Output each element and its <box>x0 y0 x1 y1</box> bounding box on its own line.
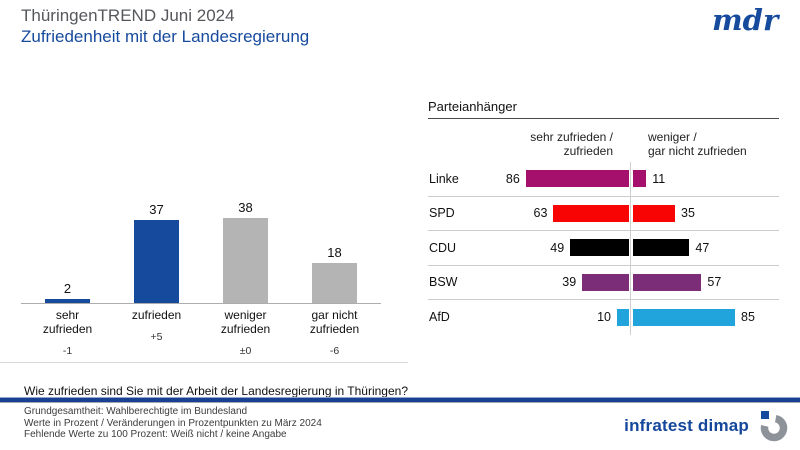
category-label: sehr zufrieden -1 <box>23 304 112 358</box>
table-row-SPD: SPD 63 35 <box>428 197 779 231</box>
right-bar <box>633 308 735 326</box>
bar-column: 2 <box>23 190 112 303</box>
right-value: 57 <box>707 275 722 290</box>
category-label-line: zufrieden <box>131 308 182 322</box>
change-label: ±0 <box>239 345 252 357</box>
section-divider <box>0 362 408 363</box>
right-bar <box>633 239 690 257</box>
right-bar <box>633 273 702 291</box>
right-value: 11 <box>652 171 666 186</box>
change-label: -6 <box>329 345 340 357</box>
column-header-right-line1: weniger / <box>648 130 697 144</box>
bar-column: 18 <box>290 190 379 303</box>
party-label: AfD <box>429 310 450 325</box>
right-value: 47 <box>695 240 710 255</box>
column-header-left-line2: zufrieden <box>563 143 613 158</box>
right-value: 85 <box>741 310 755 325</box>
infratest-dimap-text: infratest dimap <box>624 416 749 435</box>
category-label-line: zufrieden <box>220 322 271 336</box>
right-bar-zone: 85 <box>633 300 755 335</box>
footnote-line: Grundgesamtheit: Wahlberechtigte im Bund… <box>24 406 248 417</box>
party-label: CDU <box>429 240 457 255</box>
bottom-rule <box>0 397 800 403</box>
change-label: -1 <box>62 345 73 357</box>
left-bar <box>525 170 629 188</box>
left-bar <box>582 273 629 291</box>
left-bar-zone: 49 <box>428 231 629 265</box>
party-label: Linke <box>429 171 459 186</box>
bar-sehr-zufrieden <box>45 298 90 303</box>
bar-category-labels: sehr zufrieden -1 zufrieden +5 weniger zufried… <box>23 304 379 358</box>
satisfaction-bar-chart: 2 37 38 18 sehr zufrieden -1 zufrieden +5 wenige… <box>21 190 381 358</box>
column-header-right-line2: gar nicht zufrieden <box>648 143 747 158</box>
change-label: +5 <box>150 331 163 343</box>
left-value: 49 <box>550 240 565 255</box>
bar-value-label: 38 <box>238 199 253 215</box>
party-table: Parteianhänger sehr zufrieden / zufriede… <box>428 99 779 335</box>
bar-value-label: 2 <box>63 280 72 296</box>
dimap-icon <box>760 411 788 442</box>
table-row-BSW: BSW 39 57 <box>428 266 779 300</box>
question-text: Wie zufrieden sind Sie mit der Arbeit de… <box>24 384 408 398</box>
infratest-dimap-logo: infratest dimap <box>624 410 788 442</box>
left-bar-zone: 86 <box>428 162 629 196</box>
bar-weniger-zufrieden <box>223 217 268 303</box>
pretitle: ThüringenTREND Juni 2024 <box>21 6 235 25</box>
category-label-line: zufrieden <box>42 322 93 336</box>
right-value: 35 <box>681 206 695 221</box>
column-header-left-line1: sehr zufrieden / <box>530 130 613 144</box>
right-bar-zone: 11 <box>633 162 665 196</box>
footnote-line: Werte in Prozent / Veränderungen in Proz… <box>24 417 322 429</box>
bar-column: 37 <box>112 190 201 303</box>
mdr-logo-text: mdr <box>712 3 781 37</box>
bar-zufrieden <box>134 219 179 303</box>
right-bar <box>633 204 675 222</box>
column-header-left: sehr zufrieden / zufrieden <box>428 130 613 158</box>
left-value: 39 <box>562 275 577 290</box>
left-bar-zone: 10 <box>428 300 629 335</box>
left-bar <box>570 239 629 257</box>
bar-column: 38 <box>201 190 290 303</box>
category-label: weniger zufrieden ±0 <box>201 304 290 358</box>
party-label: SPD <box>429 206 455 221</box>
right-bar-zone: 47 <box>633 231 709 265</box>
left-bar-zone: 63 <box>428 197 629 231</box>
footnotes: Grundgesamtheit: Wahlberechtigte im Bund… <box>24 406 322 441</box>
left-value: 86 <box>505 171 520 186</box>
x-axis-line <box>21 303 381 304</box>
category-label: zufrieden +5 <box>112 304 201 358</box>
mdr-logo: mdr <box>704 2 790 43</box>
party-table-rows: Linke 86 11 SPD 63 35 CDU 49 47 BSW 39 57 AfD 10 85 <box>428 162 779 335</box>
category-label-line: zufrieden <box>309 322 360 336</box>
left-bar <box>617 308 629 326</box>
category-label-line: weniger <box>224 308 267 322</box>
center-divider-line <box>630 162 631 335</box>
table-row-Linke: Linke 86 11 <box>428 162 779 197</box>
page-title: Zufriedenheit mit der Landesregierung <box>21 27 310 46</box>
bar-value-label: 18 <box>327 244 342 260</box>
category-label-line: sehr <box>55 308 80 322</box>
right-bar-zone: 35 <box>633 197 695 231</box>
right-bar <box>633 170 647 188</box>
table-row-AfD: AfD 10 85 <box>428 300 779 335</box>
bar-gar-nicht-zufrieden <box>312 262 357 303</box>
party-table-header: sehr zufrieden / zufrieden weniger / gar… <box>428 130 779 159</box>
left-value: 63 <box>533 206 548 221</box>
category-label-line: gar nicht <box>311 308 358 322</box>
column-header-right: weniger / gar nicht zufrieden <box>648 130 747 158</box>
table-row-CDU: CDU 49 47 <box>428 231 779 266</box>
mdr-logo-graphic: mdr <box>712 3 781 37</box>
footnote-line: Fehlende Werte zu 100 Prozent: Weiß nich… <box>24 429 287 440</box>
right-bar-zone: 57 <box>633 266 721 300</box>
bar-plot: 2 37 38 18 <box>23 190 379 303</box>
party-label: BSW <box>429 275 458 290</box>
left-bar <box>553 204 629 222</box>
party-table-title: Parteianhänger <box>428 99 779 119</box>
left-value: 10 <box>597 310 611 325</box>
bar-value-label: 37 <box>149 201 164 217</box>
category-label: gar nicht zufrieden -6 <box>290 304 379 358</box>
left-bar-zone: 39 <box>428 266 629 300</box>
